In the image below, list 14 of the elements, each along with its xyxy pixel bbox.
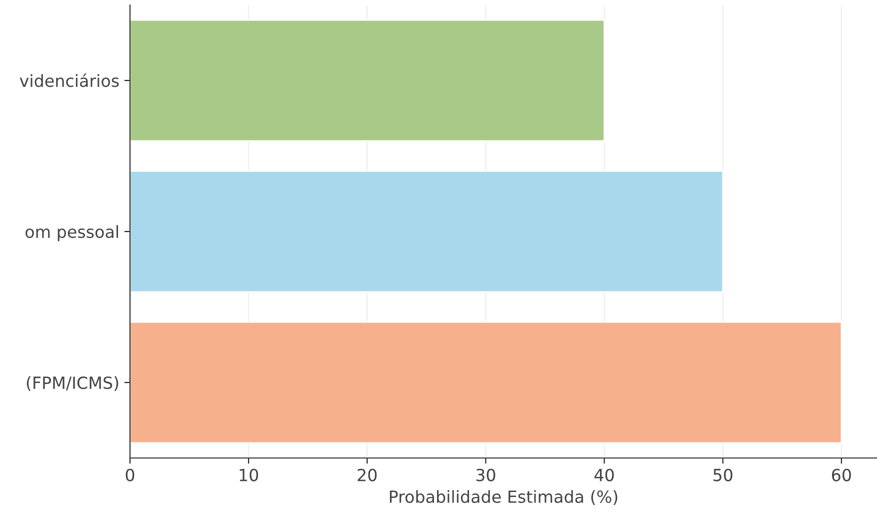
bar (130, 19, 605, 142)
x-tick-label: 20 (358, 468, 377, 482)
x-tick-label: 40 (594, 468, 614, 482)
x-tick-label: 10 (240, 468, 258, 482)
bar (130, 170, 724, 293)
y-tick-label: (FPM/ICMS) (26, 376, 118, 392)
x-tick-label: 30 (476, 468, 496, 482)
x-axis-title: Probabilidade Estimada (%) (390, 490, 618, 505)
x-tick-label: 50 (714, 468, 732, 482)
y-tick-label: videnciários (20, 74, 119, 88)
bar (130, 321, 842, 444)
x-tick-label: 0 (126, 468, 134, 482)
x-tick-label: 60 (832, 468, 851, 482)
y-tick-label: om pessoal (26, 225, 118, 242)
